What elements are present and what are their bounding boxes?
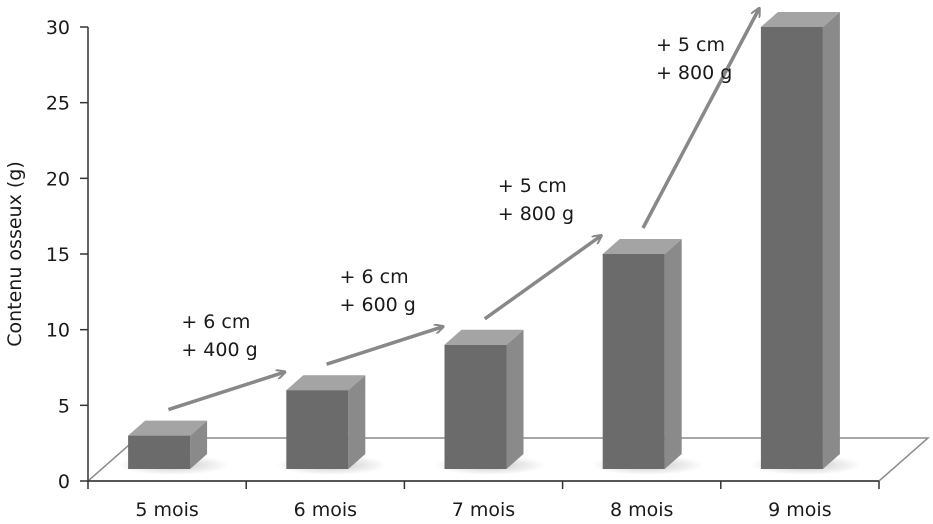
bar-front <box>128 435 191 469</box>
bar-side <box>506 329 524 469</box>
x-tick-label: 8 mois <box>610 499 673 521</box>
growth-annotation-line: + 600 g <box>340 294 416 316</box>
growth-annotations: + 6 cm + 400 g + 6 cm + 600 g + 5 cm + 800 g +… <box>181 34 732 361</box>
bar-top <box>760 12 840 27</box>
y-tick-label: 30 <box>46 17 70 39</box>
bar-side <box>190 420 208 469</box>
y-tick-label: 20 <box>46 168 70 190</box>
y-tick-label: 15 <box>46 244 70 266</box>
y-tick-label: 5 <box>58 395 70 417</box>
bar-top <box>128 420 208 436</box>
growth-arrow <box>167 372 284 412</box>
bar-front <box>602 254 665 469</box>
growth-annotation-line: + 400 g <box>181 339 257 361</box>
bar-side <box>348 375 366 469</box>
growth-arrows <box>167 9 759 412</box>
bar-front <box>760 27 823 469</box>
growth-annotation-line: + 6 cm <box>181 311 250 333</box>
growth-arrow <box>326 327 443 366</box>
growth-annotation-line: + 800 g <box>656 62 732 84</box>
bar-front <box>444 344 507 469</box>
bars <box>128 12 840 469</box>
x-ticks: 5 mois 6 mois 7 mois 8 mois 9 mois <box>87 481 880 521</box>
growth-annotation-line: + 5 cm <box>498 175 567 197</box>
bar <box>286 375 366 469</box>
bar <box>444 329 524 469</box>
bar <box>128 420 208 469</box>
bar-side <box>664 239 682 469</box>
bar-front <box>286 390 349 469</box>
x-tick-label: 6 mois <box>294 499 357 521</box>
y-axis-title: Contenu osseux (g) <box>4 161 26 347</box>
y-tick-label: 25 <box>46 93 70 115</box>
x-tick-label: 7 mois <box>452 499 515 521</box>
x-tick-label: 9 mois <box>768 499 831 521</box>
growth-arrow <box>641 9 759 229</box>
bar <box>760 12 840 469</box>
growth-annotation-line: + 800 g <box>498 203 574 225</box>
bar-top <box>286 375 366 391</box>
y-tick-label: 10 <box>46 320 70 342</box>
y-ticks: 0 5 10 15 20 25 30 <box>46 17 88 493</box>
y-tick-label: 0 <box>58 471 70 493</box>
bar-side <box>822 12 840 469</box>
growth-arrow <box>483 236 601 321</box>
x-tick-label: 5 mois <box>135 499 198 521</box>
bar-top <box>602 239 682 254</box>
growth-annotation-line: + 6 cm <box>340 266 409 288</box>
growth-annotation-line: + 5 cm <box>656 34 725 56</box>
bar <box>602 239 682 469</box>
bar-top <box>444 329 524 345</box>
